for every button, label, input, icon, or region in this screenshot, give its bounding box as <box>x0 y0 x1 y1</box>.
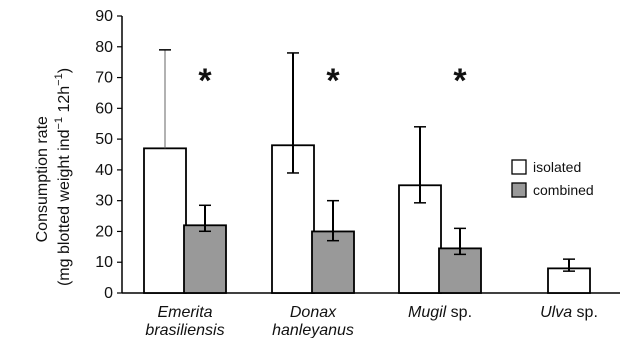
bar-isolated-3 <box>547 267 591 294</box>
bar-isolated-0 <box>143 147 187 294</box>
legend-swatch-combined <box>511 182 527 198</box>
significance-star-1: * <box>326 62 340 100</box>
category-label-main: Donax <box>290 304 337 321</box>
y-axis-title-line2: (mg blotted weight ind−1 12h−1) <box>53 68 73 286</box>
category-label-suffix: sp. <box>572 304 598 321</box>
y-axis-title: Consumption rate (mg blotted weight ind−… <box>34 68 73 286</box>
legend: isolated combined <box>511 159 594 198</box>
y-tick-label: 70 <box>95 70 113 87</box>
legend-label-isolated: isolated <box>533 159 581 175</box>
y-tick-label: 20 <box>95 223 113 240</box>
category-label-2: Mugil sp. <box>408 304 472 321</box>
legend-label-combined: combined <box>533 182 594 198</box>
y-axis-title-line1: Consumption rate <box>34 116 51 242</box>
category-label-main: Ulva <box>540 304 572 321</box>
category-label-0: Emerita <box>157 304 212 321</box>
y-tick-label: 80 <box>95 39 113 56</box>
category-label-main: Mugil <box>408 304 447 321</box>
bars <box>143 144 591 294</box>
y-tick-label: 10 <box>95 254 113 271</box>
y-tick-label: 50 <box>95 131 113 148</box>
y-tick-label: 0 <box>104 285 113 302</box>
bar-combined-1 <box>311 230 355 294</box>
legend-swatch-isolated <box>511 159 527 175</box>
category-label-line2-0: brasiliensis <box>145 322 224 338</box>
significance-star-0: * <box>198 62 212 100</box>
category-label-line2-1: hanleyanus <box>272 322 354 338</box>
significance-star-2: * <box>453 62 467 100</box>
significance-markers: * * * <box>198 62 467 100</box>
bar-combined-2 <box>438 247 482 294</box>
category-label-3: Ulva sp. <box>540 304 598 321</box>
category-label-main: Emerita <box>157 304 212 321</box>
y-tick-label: 40 <box>95 162 113 179</box>
y-tick-label: 90 <box>95 8 113 25</box>
category-label-suffix: sp. <box>446 304 472 321</box>
y-tick-label: 60 <box>95 100 113 117</box>
y-axis: 0 10 20 30 40 50 60 70 80 90 <box>95 8 620 302</box>
y-tick-label: 30 <box>95 193 113 210</box>
bar-combined-0 <box>183 224 227 294</box>
error-bars <box>159 49 575 272</box>
category-label-1: Donax <box>290 304 337 321</box>
